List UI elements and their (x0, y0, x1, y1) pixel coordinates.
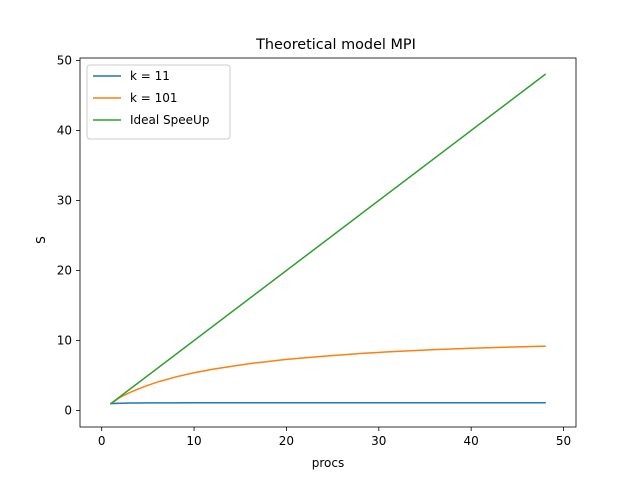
plot-lines (109, 73, 547, 405)
x-tick-label: 20 (279, 434, 294, 448)
x-tick-label: 40 (464, 434, 479, 448)
y-tick-label: 30 (57, 193, 72, 207)
y-tick-label: 50 (57, 53, 72, 67)
y-tick-label: 10 (57, 334, 72, 348)
legend: k = 11 k = 101 Ideal SpeeUp (86, 64, 231, 140)
series-line-3 (109, 73, 547, 405)
legend-label-1: k = 11 (130, 69, 170, 83)
legend-frame (86, 64, 231, 140)
x-axis-label: procs (312, 456, 344, 470)
legend-label-3: Ideal SpeeUp (130, 113, 209, 127)
y-tick-label: 40 (57, 123, 72, 137)
legend-label-2: k = 101 (130, 91, 178, 105)
x-tick-label: 10 (186, 434, 201, 448)
chart-title: Theoretical model MPI (255, 37, 416, 53)
axes-spines (79, 57, 577, 428)
series-line-2 (109, 345, 546, 405)
y-tick-label: 20 (57, 264, 72, 278)
x-axis-ticks: 0 10 20 30 40 50 (98, 427, 571, 448)
y-tick-label: 0 (64, 404, 72, 418)
axes-frame (79, 57, 577, 428)
x-tick-label: 0 (98, 434, 106, 448)
series-line-1 (110, 401, 546, 405)
x-tick-label: 30 (371, 434, 386, 448)
x-tick-label: 50 (556, 434, 571, 448)
y-axis-ticks: 0 10 20 30 40 50 (57, 53, 80, 418)
y-axis-label: S (34, 236, 48, 244)
